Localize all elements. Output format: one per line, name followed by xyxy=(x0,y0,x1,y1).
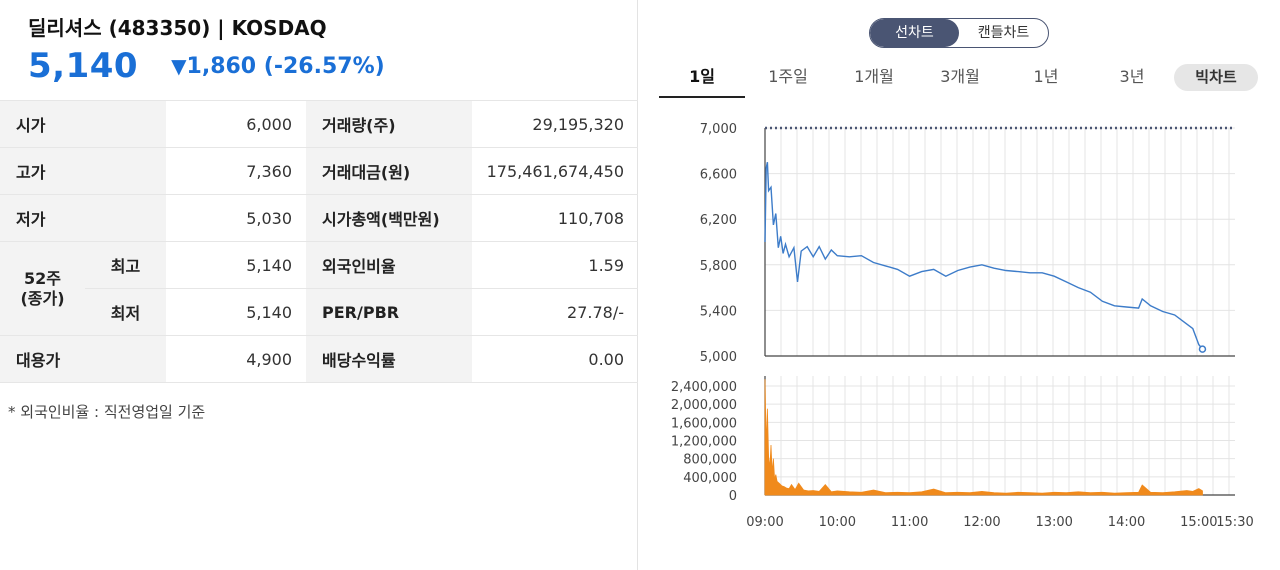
table-row: 최저 5,140 PER/PBR 27.78/- xyxy=(0,288,639,336)
volume-tick-label: 800,000 xyxy=(683,453,737,468)
price-plot xyxy=(764,126,1235,353)
dividend-yield-label: 배당수익률 xyxy=(306,335,473,383)
week52-low-value: 5,140 xyxy=(166,288,307,336)
line-chart-button[interactable]: 선차트 xyxy=(870,19,959,47)
foreign-ratio-label: 외국인비율 xyxy=(306,241,473,289)
per-pbr-value: 27.78/- xyxy=(472,288,639,336)
per-pbr-label: PER/PBR xyxy=(306,288,473,336)
substitute-price-value: 4,900 xyxy=(166,335,307,383)
dividend-yield-value: 0.00 xyxy=(472,335,639,383)
week52-label-1: 52주 xyxy=(24,268,61,288)
volume-tick-label: 2,400,000 xyxy=(671,380,737,395)
price-row: 5,140 ▼1,860 (-26.57%) xyxy=(28,46,385,86)
price-change: ▼1,860 (-26.57%) xyxy=(171,54,385,79)
volume-series-area xyxy=(764,379,1203,496)
table-row: 시가 6,000 거래량(주) 29,195,320 xyxy=(0,100,639,148)
low-label: 저가 xyxy=(0,194,167,242)
table-row: 대용가 4,900 배당수익률 0.00 xyxy=(0,335,639,383)
volume-grid xyxy=(765,376,1235,496)
table-row: 고가 7,360 거래대금(원) 175,461,674,450 xyxy=(0,147,639,195)
volume-tick-label: 2,000,000 xyxy=(671,398,737,413)
volume-tick-label: 400,000 xyxy=(683,471,737,486)
volume-plot xyxy=(764,379,1203,496)
time-tick-label: 12:00 xyxy=(963,515,1000,530)
tab-1m[interactable]: 1개월 xyxy=(854,67,894,86)
week52-high-label: 최고 xyxy=(85,241,167,289)
price-grid xyxy=(765,127,1235,357)
price-axis: 7,000 6,600 6,200 5,800 5,400 5,000 xyxy=(700,122,1235,365)
volume-label: 거래량(주) xyxy=(306,100,473,148)
foreign-ratio-value: 1.59 xyxy=(472,241,639,289)
table-row: 52주 (종가) 최고 5,140 외국인비율 1.59 xyxy=(0,241,639,336)
price-tick-label: 5,800 xyxy=(700,259,737,274)
week52-label: 52주 (종가) xyxy=(0,241,85,336)
high-label: 고가 xyxy=(0,147,167,195)
amount-label: 거래대금(원) xyxy=(306,147,473,195)
intraday-chart: 7,000 6,600 6,200 5,800 5,400 5,000 2,400,000… xyxy=(671,122,1254,530)
stock-title: 딜리셔스 (483350) | KOSDAQ xyxy=(28,16,327,40)
change-percent: (-26.57%) xyxy=(263,53,385,79)
price-tick-label: 6,600 xyxy=(700,168,737,183)
price-tick-label: 5,400 xyxy=(700,304,737,319)
down-triangle-icon: ▼ xyxy=(171,53,187,78)
volume-tick-label: 0 xyxy=(729,489,737,504)
tab-1d[interactable]: 1일 xyxy=(659,62,745,98)
quote-table: 시가 6,000 거래량(주) 29,195,320 고가 7,360 거래대금… xyxy=(0,100,639,383)
open-label: 시가 xyxy=(0,100,167,148)
time-tick-label: 11:00 xyxy=(891,515,928,530)
time-tick-label: 13:00 xyxy=(1035,515,1072,530)
stock-info-panel: 딜리셔스 (483350) | KOSDAQ 5,140 ▼1,860 (-26… xyxy=(0,0,639,570)
tab-1y[interactable]: 1년 xyxy=(1033,67,1059,86)
week52-high-value: 5,140 xyxy=(166,241,307,289)
week52-low-label: 최저 xyxy=(85,288,167,336)
substitute-price-label: 대용가 xyxy=(0,335,167,383)
price-tick-label: 7,000 xyxy=(700,122,737,137)
chart-type-toggle: 선차트 캔들차트 xyxy=(869,18,1049,48)
price-tick-label: 6,200 xyxy=(700,213,737,228)
price-tick-label: 5,000 xyxy=(700,350,737,365)
market-cap-label: 시가총액(백만원) xyxy=(306,194,473,242)
tab-3y[interactable]: 3년 xyxy=(1119,67,1145,86)
time-tick-label: 15:00 xyxy=(1180,515,1217,530)
amount-value: 175,461,674,450 xyxy=(472,147,639,195)
foreign-ratio-note: * 외국인비율 : 직전영업일 기준 xyxy=(8,403,206,421)
time-tick-label: 14:00 xyxy=(1108,515,1145,530)
market-cap-value: 110,708 xyxy=(472,194,639,242)
volume-tick-label: 1,200,000 xyxy=(671,435,737,450)
week52-label-2: (종가) xyxy=(20,288,65,308)
change-amount: 1,860 xyxy=(186,53,257,79)
chart-panel: 선차트 캔들차트 1일 1주일 1개월 3개월 1년 3년 빅차트 7,000 6… xyxy=(639,0,1280,570)
open-value: 6,000 xyxy=(166,100,307,148)
time-tick-label: 09:00 xyxy=(746,515,783,530)
price-series-line xyxy=(764,162,1204,350)
time-tick-label: 15:30 xyxy=(1216,515,1253,530)
high-value: 7,360 xyxy=(166,147,307,195)
volume-tick-label: 1,600,000 xyxy=(671,416,737,431)
last-price-point xyxy=(1198,345,1207,353)
tab-3m[interactable]: 3개월 xyxy=(940,67,980,86)
period-tabs: 1일 1주일 1개월 3개월 1년 3년 빅차트 xyxy=(659,62,1280,100)
candle-chart-button[interactable]: 캔들차트 xyxy=(977,25,1030,41)
time-tick-label: 10:00 xyxy=(819,515,856,530)
big-chart-button[interactable]: 빅차트 xyxy=(1174,64,1258,91)
current-price: 5,140 xyxy=(28,46,139,86)
tab-1w[interactable]: 1주일 xyxy=(768,67,808,86)
table-row: 저가 5,030 시가총액(백만원) 110,708 xyxy=(0,194,639,242)
volume-value: 29,195,320 xyxy=(472,100,639,148)
low-value: 5,030 xyxy=(166,194,307,242)
